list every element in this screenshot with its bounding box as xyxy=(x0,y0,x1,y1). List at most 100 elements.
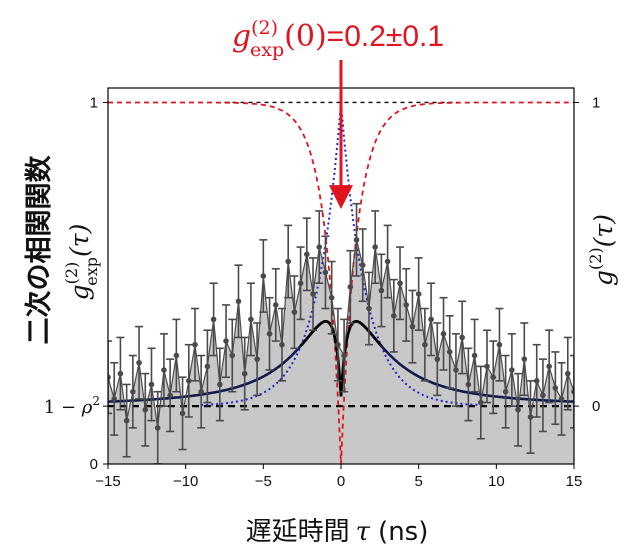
y-right-tick-label: 0 xyxy=(592,398,600,415)
data-point xyxy=(235,298,242,305)
y-axis-label-right: g(2)(τ) xyxy=(586,214,618,286)
reference-lines xyxy=(108,101,574,408)
data-point xyxy=(185,378,192,384)
y-left-tick-label: 0 xyxy=(90,456,98,473)
data-point xyxy=(471,352,478,359)
x-tick-label: −10 xyxy=(173,473,198,490)
data-point xyxy=(378,287,385,294)
data-point xyxy=(341,352,347,359)
data-point xyxy=(509,367,515,373)
data-point xyxy=(372,244,378,250)
right-math-g: g xyxy=(589,270,618,286)
y-axis-ticks: 0 1 − ρ2 1 0 1 xyxy=(44,94,601,473)
chart-title: g(2) exp(0)=0.2±0.1 xyxy=(232,17,444,61)
data-point xyxy=(422,341,428,348)
data-point xyxy=(527,414,534,420)
data-point xyxy=(540,392,546,399)
left-math-arg: (τ) xyxy=(65,224,94,257)
title-g: g xyxy=(232,19,251,54)
data-point xyxy=(142,406,149,413)
data-point xyxy=(310,291,316,297)
data-point xyxy=(521,356,528,362)
data-point xyxy=(248,316,254,323)
data-point xyxy=(391,312,397,319)
data-point xyxy=(403,302,410,308)
rho-exponent: 2 xyxy=(92,394,100,408)
data-point xyxy=(279,341,285,348)
data-point xyxy=(478,399,484,406)
measured-fill-area xyxy=(108,239,574,464)
data-point xyxy=(409,323,416,330)
data-point xyxy=(254,356,260,362)
data-point xyxy=(123,417,130,424)
fit-curve-left-wing xyxy=(108,345,302,403)
rho-symbol: ρ xyxy=(81,397,93,418)
y-right-tick-label: 1 xyxy=(592,94,600,111)
x-axis-label-unit: (ns) xyxy=(378,517,428,547)
data-point xyxy=(490,374,497,381)
x-tick-label: −15 xyxy=(95,473,120,490)
data-point xyxy=(552,385,559,391)
data-point xyxy=(260,273,267,279)
x-tick-label: 5 xyxy=(414,473,422,490)
data-point xyxy=(353,237,360,243)
data-point xyxy=(192,341,198,348)
x-axis-ticks: −15 −10 −5 0 5 10 15 xyxy=(95,464,582,490)
data-point xyxy=(335,341,341,348)
data-point xyxy=(241,370,248,377)
data-point xyxy=(167,392,173,399)
data-point xyxy=(558,396,565,402)
title-arg: (0) xyxy=(284,19,327,54)
data-point xyxy=(446,349,453,355)
data-point xyxy=(198,388,204,395)
measured-fill-polygon xyxy=(108,239,574,464)
data-point xyxy=(223,338,229,344)
data-point xyxy=(111,396,118,402)
data-point xyxy=(173,352,180,359)
data-point xyxy=(428,316,434,323)
data-point xyxy=(347,284,354,290)
data-point xyxy=(148,381,155,388)
data-point xyxy=(328,294,335,301)
y-axis-label-left-math: g(2)exp(τ) xyxy=(62,224,101,301)
x-axis-label-tau: τ xyxy=(356,517,371,547)
data-point xyxy=(484,363,490,370)
data-point xyxy=(515,406,521,413)
data-point xyxy=(322,269,329,276)
left-math-sub: exp xyxy=(82,257,101,286)
title-value: =0.2±0.1 xyxy=(327,20,444,53)
data-point xyxy=(546,363,552,370)
data-point xyxy=(204,363,211,370)
data-point xyxy=(366,305,372,312)
y-left-tick-label-rho: 1 − ρ2 xyxy=(44,394,100,418)
y-left-tick-label: 1 xyxy=(90,94,98,111)
red-dashed-curve xyxy=(108,101,574,464)
data-point xyxy=(316,244,323,250)
data-point xyxy=(291,309,298,315)
data-point xyxy=(297,280,304,287)
data-point xyxy=(154,425,161,431)
x-axis-label: 遅延時間 τ (ns) xyxy=(246,517,429,547)
measured-points xyxy=(108,202,574,464)
data-point xyxy=(440,331,447,337)
data-point xyxy=(272,302,279,308)
title-sub: exp xyxy=(250,39,284,61)
x-axis-label-text: 遅延時間 xyxy=(246,517,350,547)
data-point xyxy=(229,352,236,359)
data-point xyxy=(266,331,273,337)
data-point xyxy=(459,334,465,341)
x-tick-label: −5 xyxy=(255,473,272,490)
y-axis-label-left: 二次の相関関数 xyxy=(24,155,55,345)
data-point xyxy=(564,370,571,377)
data-point xyxy=(108,374,111,381)
data-point xyxy=(117,370,124,377)
data-point xyxy=(571,388,574,395)
data-point xyxy=(397,280,403,287)
data-point xyxy=(384,258,391,265)
data-point xyxy=(496,341,503,348)
data-point xyxy=(179,410,186,417)
data-point xyxy=(533,378,540,384)
title-sup: (2) xyxy=(251,17,278,39)
fit-curve-right-wing xyxy=(380,345,574,403)
